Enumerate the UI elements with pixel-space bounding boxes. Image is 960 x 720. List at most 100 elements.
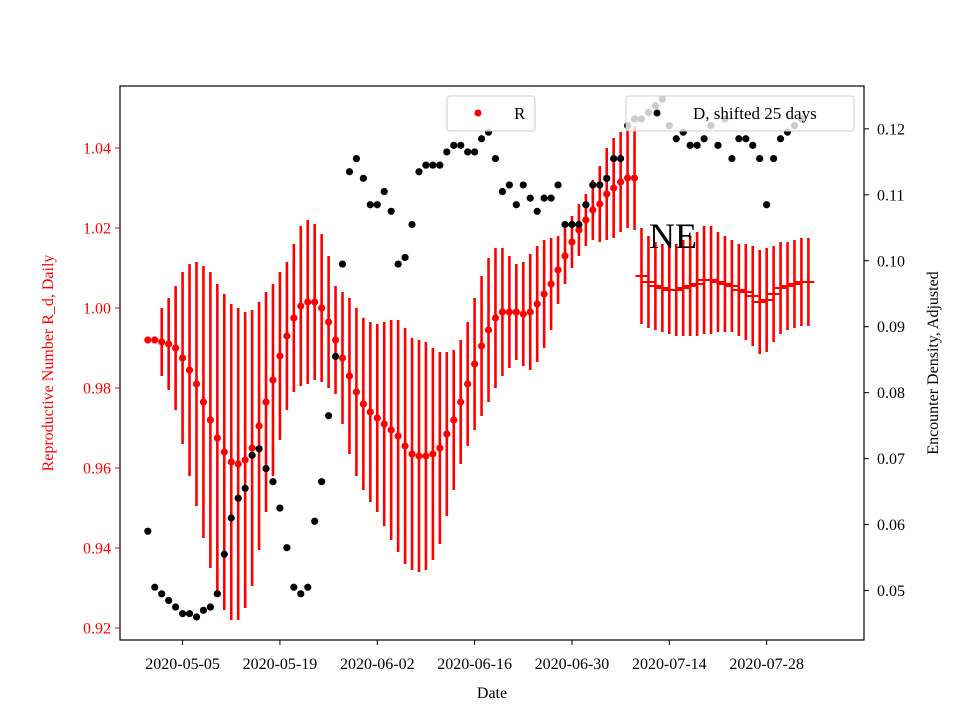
r-point — [373, 414, 381, 422]
d-point — [165, 596, 173, 605]
x-tick-label: 2020-06-30 — [535, 656, 610, 673]
r-point — [533, 300, 541, 308]
r-point — [596, 200, 604, 208]
x-tick-label: 2020-05-19 — [243, 656, 318, 673]
y-right-tick-label: 0.06 — [877, 517, 905, 534]
r-point — [318, 304, 326, 312]
y-right-tick-label: 0.08 — [877, 385, 905, 402]
r-point — [575, 226, 583, 234]
y-left-tick-label: 1.04 — [83, 141, 111, 158]
d-point — [491, 154, 500, 163]
r-point — [359, 400, 367, 408]
r-point — [415, 452, 423, 460]
legend-d-marker — [653, 109, 661, 117]
d-point — [359, 174, 367, 182]
error-bars — [160, 126, 810, 620]
d-point — [199, 606, 208, 614]
r-point — [297, 302, 305, 310]
r-point — [547, 280, 555, 288]
d-point — [617, 154, 625, 163]
d-point — [728, 154, 736, 163]
d-point — [526, 194, 534, 202]
d-point — [672, 135, 680, 143]
d-point — [477, 135, 486, 143]
r-point — [422, 452, 430, 460]
x-tick-label: 2020-07-28 — [729, 656, 804, 673]
r-point — [540, 290, 548, 298]
r-point — [324, 318, 333, 326]
legend-d: D, shifted 25 days — [625, 95, 855, 132]
d-point — [457, 141, 465, 149]
d-point — [387, 207, 395, 215]
d-point — [304, 583, 312, 591]
r-point — [199, 398, 208, 406]
d-point — [220, 550, 228, 558]
y-right-tick-label: 0.05 — [877, 583, 905, 600]
d-point — [749, 141, 757, 149]
x-axis: 2020-05-05 2020-05-19 2020-06-02 2020-06-16… — [145, 640, 804, 673]
d-point — [297, 590, 305, 598]
legend-r-box — [446, 95, 536, 132]
r-point — [269, 376, 277, 384]
d-point — [234, 494, 242, 502]
d-point — [575, 220, 583, 229]
d-point — [178, 610, 187, 618]
d-point — [213, 590, 221, 598]
y-right-tick-label: 0.11 — [877, 187, 904, 204]
x-tick-label: 2020-06-16 — [437, 656, 512, 673]
r-point — [471, 360, 479, 368]
d-point — [158, 590, 166, 598]
d-point — [206, 603, 214, 611]
r-series — [144, 174, 815, 468]
d-point — [540, 194, 548, 202]
r-point — [185, 366, 194, 374]
d-point — [700, 135, 708, 143]
d-point — [498, 187, 507, 196]
d-point — [422, 161, 430, 169]
r-point — [603, 190, 611, 198]
y-right-tick-label: 0.10 — [877, 253, 905, 270]
r-point — [380, 420, 388, 428]
d-point — [596, 181, 604, 189]
r-point — [457, 398, 465, 406]
d-point — [547, 194, 555, 202]
d-point — [345, 168, 354, 176]
r-point — [408, 450, 416, 458]
r-point — [262, 398, 270, 406]
d-point — [554, 181, 562, 189]
plot-frame — [119, 85, 865, 641]
r-point — [623, 174, 632, 182]
d-point — [172, 603, 180, 611]
d-point — [686, 141, 694, 149]
r-point — [554, 266, 562, 274]
r-point — [345, 372, 354, 380]
d-point — [533, 207, 541, 215]
r-point — [352, 388, 361, 396]
d-point — [735, 135, 743, 143]
r-point — [484, 326, 493, 334]
r-point — [394, 432, 402, 440]
legend-d-box — [625, 95, 855, 132]
r-point — [158, 338, 166, 346]
r-point — [443, 430, 451, 438]
d-point — [415, 168, 423, 176]
r-point — [561, 252, 569, 260]
y-left-tick-label: 0.92 — [83, 621, 111, 638]
x-tick-label: 2020-06-02 — [340, 656, 415, 673]
r-point — [213, 434, 221, 442]
d-point — [408, 220, 416, 229]
y-axis-right-title: Encounter Density, Adjusted — [925, 271, 942, 454]
x-tick-label: 2020-05-05 — [145, 656, 220, 673]
d-point — [276, 504, 284, 512]
r-point — [505, 308, 513, 316]
d-point — [505, 181, 513, 189]
r-point — [582, 216, 590, 224]
r-point — [227, 458, 235, 466]
r-point — [366, 408, 374, 416]
d-point — [269, 478, 277, 486]
d-point — [582, 201, 590, 209]
r-point — [290, 314, 298, 322]
legend-r-marker — [474, 109, 482, 117]
y-axis-right: 0.05 0.06 0.07 0.08 0.09 0.10 0.11 0.12 — [864, 121, 905, 600]
